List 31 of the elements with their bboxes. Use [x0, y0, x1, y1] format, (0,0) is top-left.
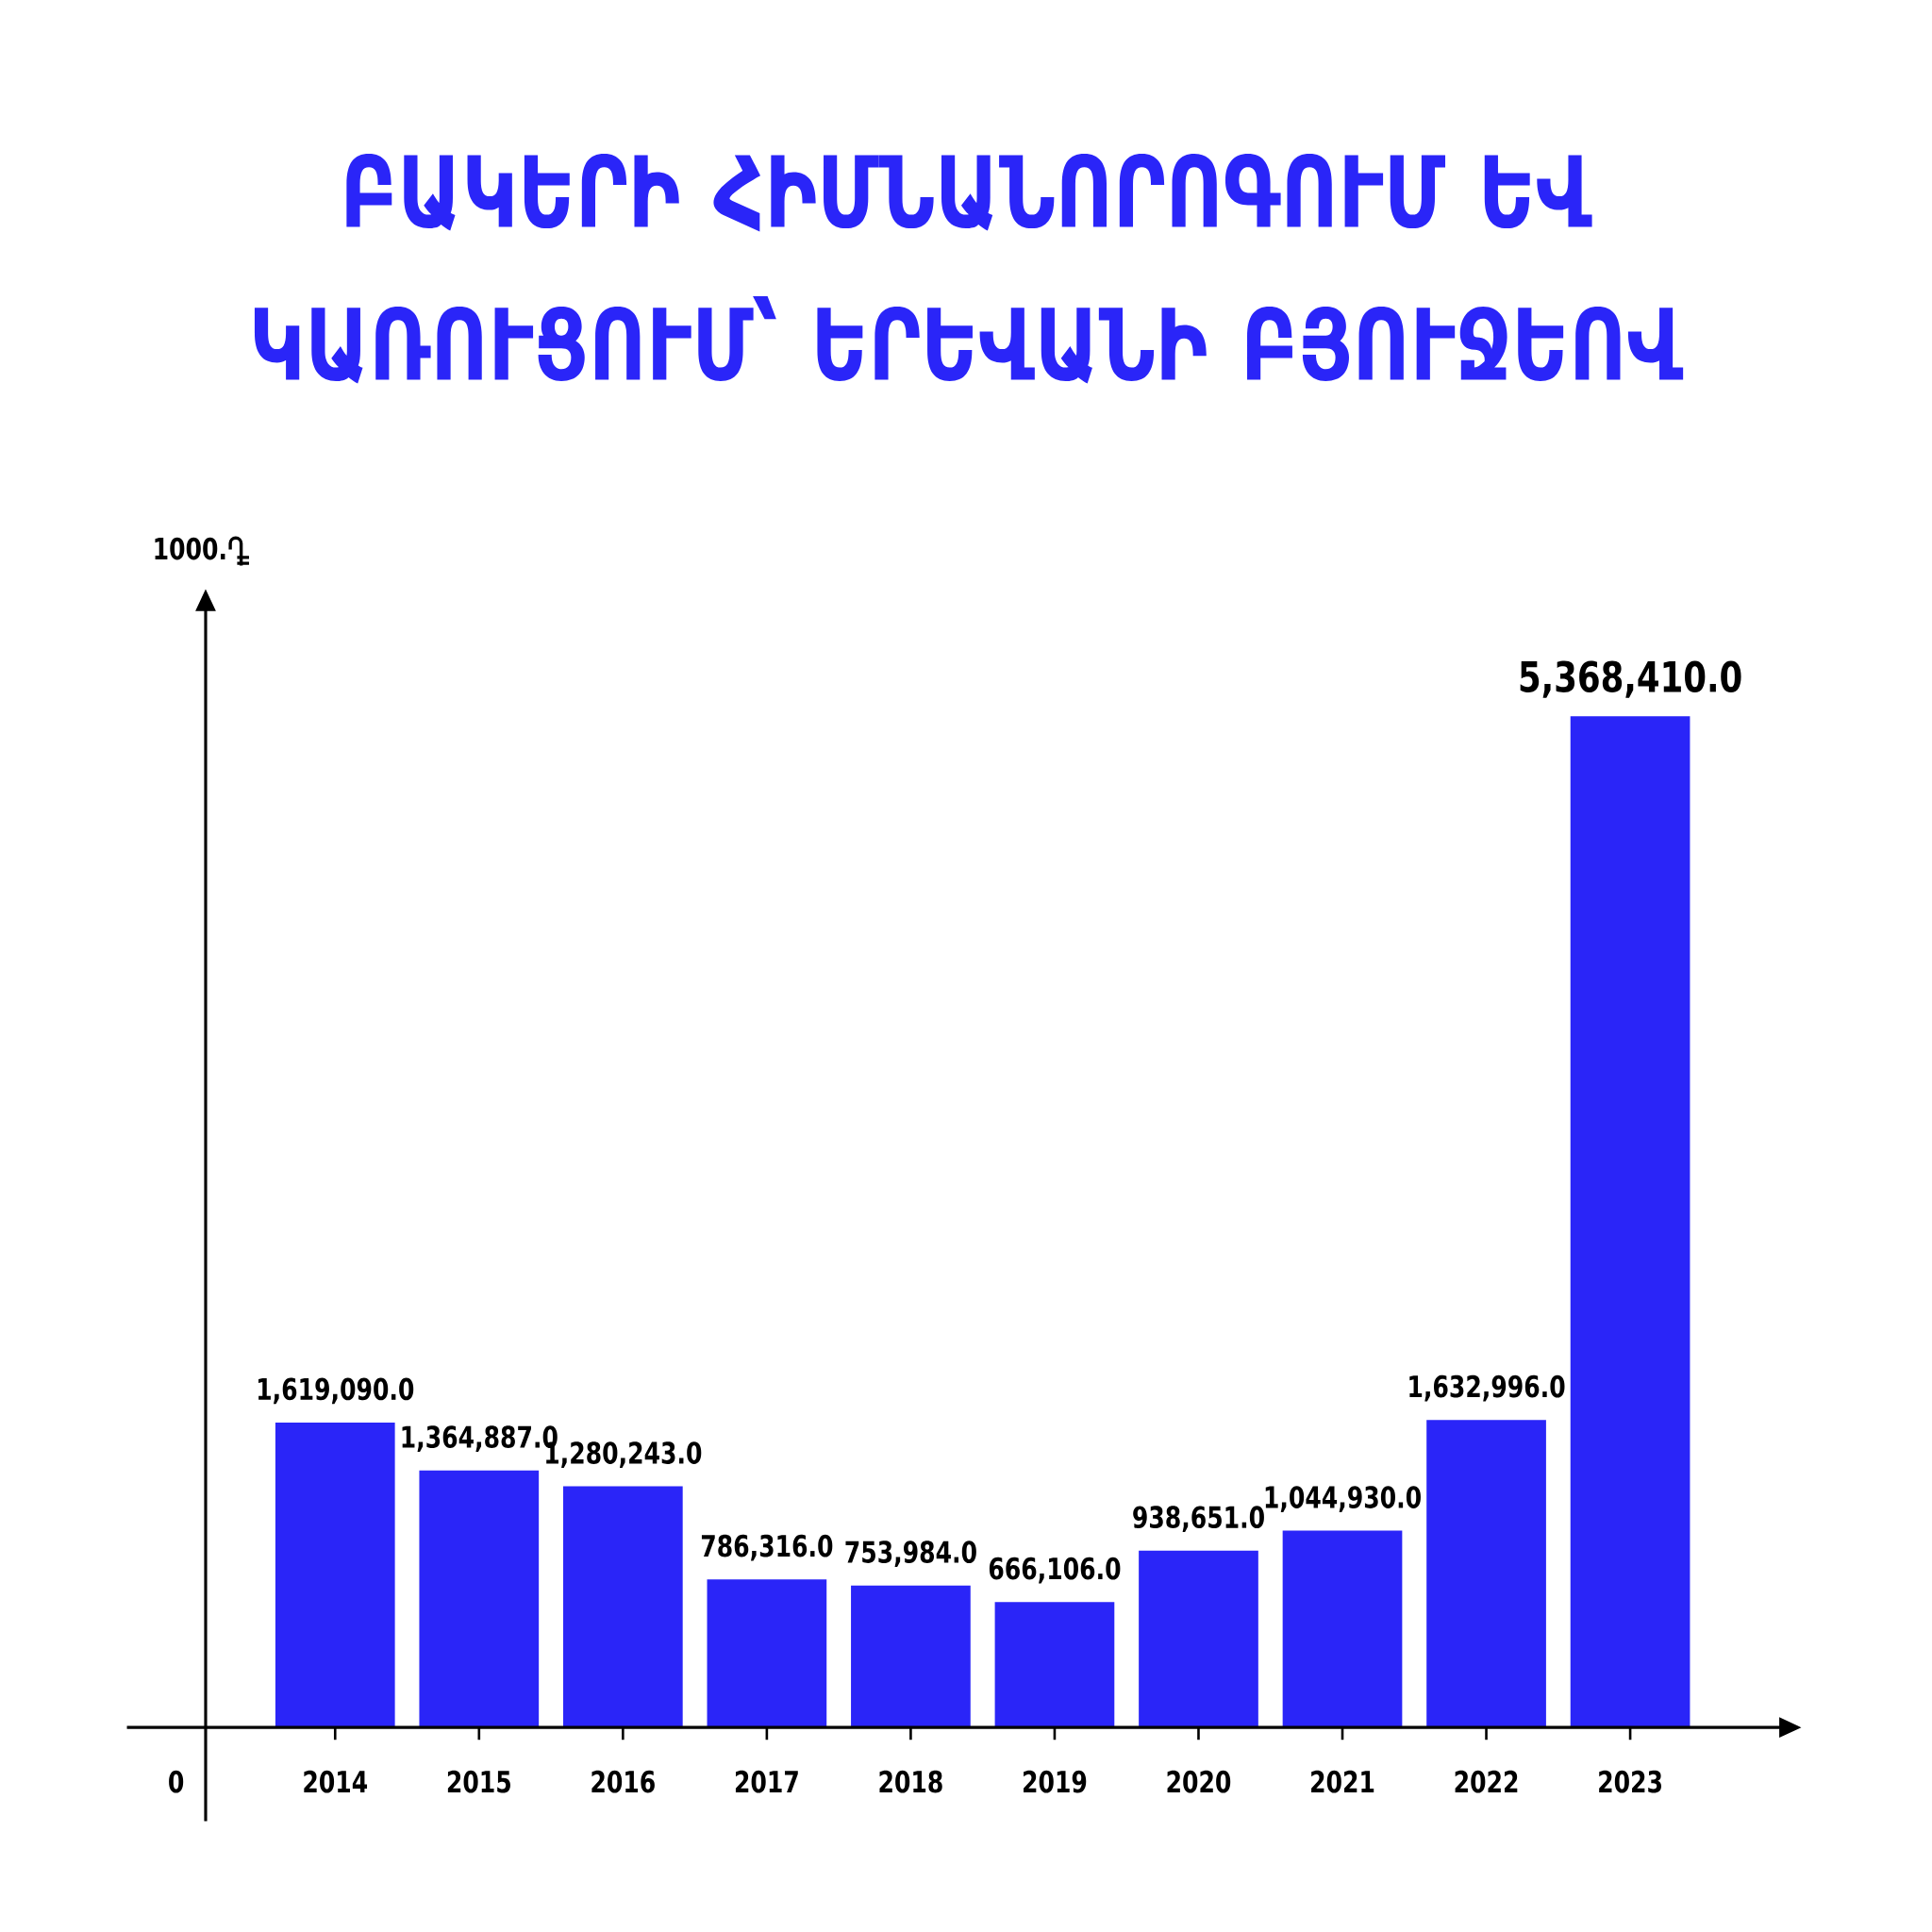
- bar: [851, 1585, 971, 1728]
- x-tick-label: 2017: [735, 1770, 798, 1793]
- bar: [1426, 1420, 1546, 1728]
- data-label: 5,368,410.0: [1520, 660, 1741, 698]
- bar: [1139, 1550, 1258, 1728]
- bar: [1570, 716, 1690, 1728]
- data-label: 786,316.0: [701, 1534, 833, 1561]
- data-label: 938,651.0: [1133, 1506, 1264, 1533]
- x-tick-label: 2014: [304, 1770, 368, 1793]
- chart-title: ԲԱԿԵՐԻ ՀԻՄՆԱՆՈՐՈԳՈՒՄ ԵՎ ԿԱՌՈՒՑՈՒՄ՝ ԵՐԵՎԱՆԻ ԲՅՈՒՋԵՈՎ: [254, 153, 1684, 384]
- bar: [707, 1579, 827, 1728]
- x-tick-label: 2019: [1024, 1770, 1087, 1793]
- bar: [563, 1486, 683, 1728]
- data-label: 1,632,996.0: [1409, 1374, 1565, 1402]
- x-tick-label: 2015: [447, 1770, 510, 1793]
- text: 1000.: [155, 537, 225, 560]
- x-tick-label: 2023: [1599, 1770, 1661, 1793]
- bar: [994, 1602, 1115, 1728]
- x-tick-label: 2018: [879, 1770, 942, 1793]
- bar: [419, 1470, 540, 1728]
- data-label: 1,044,930.0: [1265, 1486, 1421, 1512]
- data-label: 1,619,090.0: [258, 1377, 414, 1405]
- x-tick-label: 2016: [591, 1770, 655, 1793]
- data-label: 753,984.0: [845, 1541, 976, 1567]
- data-label: 666,106.0: [989, 1557, 1121, 1584]
- bar: [275, 1422, 395, 1728]
- x-tick-label: 2022: [1455, 1770, 1518, 1793]
- x-tick-label: 2020: [1167, 1770, 1231, 1793]
- text: 0: [169, 1770, 184, 1793]
- x-tick-label: 2021: [1311, 1770, 1374, 1793]
- bar: [1282, 1530, 1403, 1728]
